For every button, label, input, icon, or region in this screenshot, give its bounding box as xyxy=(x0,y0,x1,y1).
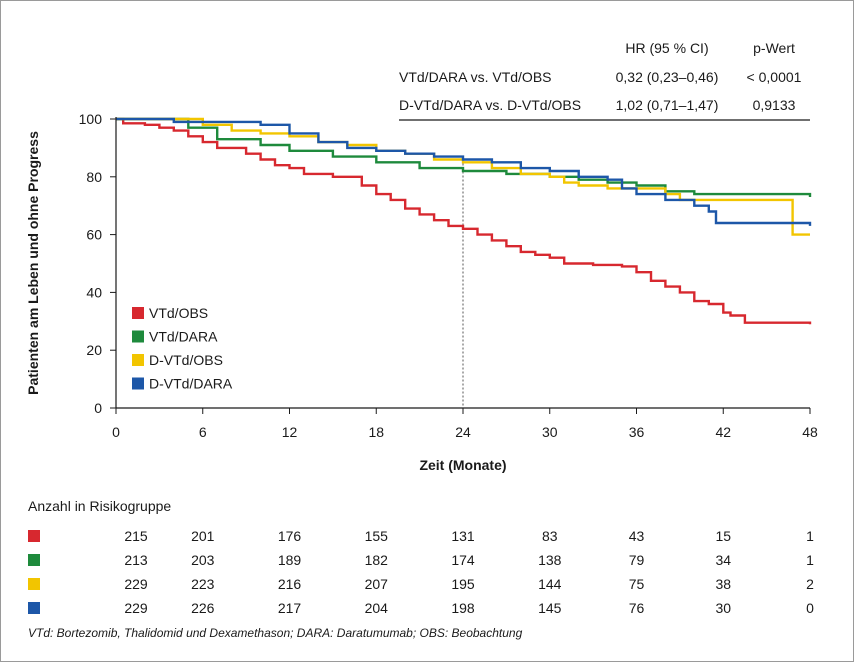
risk-cell: 216 xyxy=(278,576,302,592)
risk-cell: 38 xyxy=(715,576,731,592)
legend-swatch xyxy=(132,354,144,366)
risk-cell: 226 xyxy=(191,600,215,616)
risk-cell: 223 xyxy=(191,576,215,592)
x-tick-label: 0 xyxy=(112,424,120,440)
risk-cell: 195 xyxy=(451,576,475,592)
risk-cell: 229 xyxy=(124,600,148,616)
risk-cell: 15 xyxy=(715,528,731,544)
legend-swatch xyxy=(132,330,144,343)
risk-cell: 155 xyxy=(365,528,389,544)
risk-cell: 1 xyxy=(806,528,814,544)
risk-cell: 215 xyxy=(124,528,148,544)
x-tick-label: 6 xyxy=(199,424,207,440)
risk-cell: 79 xyxy=(629,552,645,568)
footnote: VTd: Bortezomib, Thalidomid und Dexameth… xyxy=(28,626,523,640)
y-axis-label: Patienten am Leben und ohne Progress xyxy=(25,131,41,395)
series-line-vtd-dara xyxy=(116,117,812,197)
risk-cell: 144 xyxy=(538,576,562,592)
risk-cell: 76 xyxy=(629,600,645,616)
x-tick-label: 12 xyxy=(282,424,298,440)
risk-cell: 229 xyxy=(124,576,148,592)
legend-swatch xyxy=(132,307,144,319)
risk-cell: 203 xyxy=(191,552,215,568)
x-axis-label: Zeit (Monate) xyxy=(419,457,506,473)
hr-header: HR (95 % CI) xyxy=(625,40,708,56)
hr-row-label: D-VTd/DARA vs. D-VTd/OBS xyxy=(399,97,581,113)
risk-cell: 174 xyxy=(451,552,475,568)
risk-table-title: Anzahl in Risikogruppe xyxy=(28,498,171,514)
risk-cell: 198 xyxy=(451,600,475,616)
legend-label: D-VTd/DARA xyxy=(149,376,233,392)
series-line-vtd-obs xyxy=(116,117,812,325)
x-tick-label: 42 xyxy=(715,424,731,440)
risk-cell: 189 xyxy=(278,552,302,568)
risk-cell: 43 xyxy=(629,528,645,544)
risk-row-swatch xyxy=(28,554,40,566)
risk-cell: 2 xyxy=(806,576,814,592)
risk-cell: 201 xyxy=(191,528,215,544)
risk-cell: 131 xyxy=(451,528,475,544)
risk-cell: 145 xyxy=(538,600,562,616)
risk-cell: 213 xyxy=(124,552,148,568)
risk-cell: 182 xyxy=(365,552,389,568)
risk-cell: 0 xyxy=(806,600,814,616)
p-value: 0,9133 xyxy=(753,97,796,113)
y-tick-label: 40 xyxy=(86,284,102,300)
risk-row-swatch xyxy=(28,578,40,590)
legend-label: VTd/OBS xyxy=(149,305,208,321)
x-tick-label: 24 xyxy=(455,424,471,440)
legend-swatch xyxy=(132,377,144,390)
p-value: < 0,0001 xyxy=(747,69,802,85)
risk-row-swatch xyxy=(28,602,40,614)
y-tick-label: 60 xyxy=(86,227,102,243)
risk-cell: 207 xyxy=(365,576,389,592)
risk-row-swatch xyxy=(28,530,40,542)
y-tick-label: 20 xyxy=(86,342,102,358)
hr-value: 1,02 (0,71–1,47) xyxy=(616,97,719,113)
risk-cell: 30 xyxy=(715,600,731,616)
risk-cell: 217 xyxy=(278,600,302,616)
y-tick-label: 100 xyxy=(79,111,103,127)
risk-cell: 1 xyxy=(806,552,814,568)
risk-cell: 176 xyxy=(278,528,302,544)
x-tick-label: 30 xyxy=(542,424,558,440)
hr-value: 0,32 (0,23–0,46) xyxy=(616,69,719,85)
risk-cell: 75 xyxy=(629,576,645,592)
x-tick-label: 48 xyxy=(802,424,818,440)
series-line-d-vtd-dara xyxy=(116,117,812,226)
y-tick-label: 0 xyxy=(94,400,102,416)
y-tick-label: 80 xyxy=(86,169,102,185)
x-tick-label: 18 xyxy=(368,424,384,440)
legend-label: VTd/DARA xyxy=(149,329,218,345)
x-tick-label: 36 xyxy=(629,424,645,440)
risk-cell: 34 xyxy=(715,552,731,568)
risk-cell: 204 xyxy=(365,600,389,616)
p-header: p-Wert xyxy=(753,40,795,56)
hr-row-label: VTd/DARA vs. VTd/OBS xyxy=(399,69,552,85)
risk-cell: 138 xyxy=(538,552,562,568)
legend-label: D-VTd/OBS xyxy=(149,352,223,368)
risk-cell: 83 xyxy=(542,528,558,544)
